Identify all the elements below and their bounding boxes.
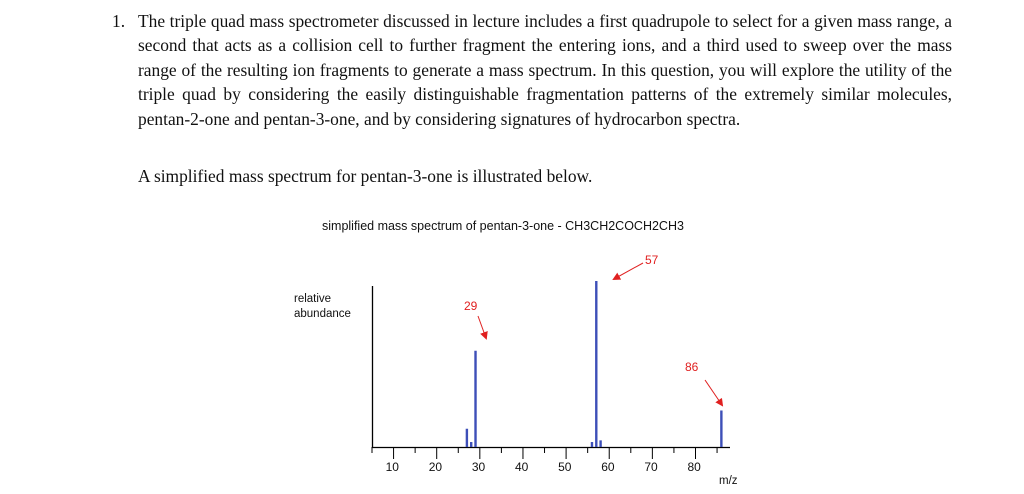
- y-axis-label-line1: relative: [294, 293, 331, 305]
- x-axis-ticks: 10 20 30 40 50 60 70 80: [371, 447, 718, 474]
- question-number: 1.: [112, 11, 126, 31]
- annotation-arrow-86: [704, 379, 724, 407]
- x-tick-label: 60: [601, 460, 615, 474]
- x-axis-label: m/z: [719, 475, 738, 487]
- chart-title: simplified mass spectrum of pentan-3-one…: [322, 219, 684, 233]
- x-tick-label: 70: [644, 460, 658, 474]
- y-axis-label-line2: abundance: [294, 308, 351, 320]
- y-axis-label: relative abundance: [294, 293, 351, 320]
- annotation-arrow-57: [612, 262, 644, 280]
- x-tick-label: 50: [558, 460, 572, 474]
- question-text: The triple quad mass spectrometer discus…: [138, 11, 952, 129]
- peak-annotations: 29 57 86: [464, 253, 724, 407]
- question-block: 1. The triple quad mass spectrometer dis…: [112, 9, 952, 131]
- spectrum-peaks: [465, 281, 723, 447]
- annotation-label-29: 29: [464, 299, 478, 313]
- x-tick-label: 20: [429, 460, 443, 474]
- spectrum-intro: A simplified mass spectrum for pentan-3-…: [138, 166, 593, 186]
- x-tick-label: 40: [515, 460, 529, 474]
- x-tick-label: 80: [687, 460, 701, 474]
- annotation-label-86: 86: [685, 360, 699, 374]
- annotation-label-57: 57: [645, 253, 659, 267]
- x-tick-label: 10: [386, 460, 400, 474]
- x-tick-label: 30: [472, 460, 486, 474]
- annotation-arrow-29: [477, 315, 488, 340]
